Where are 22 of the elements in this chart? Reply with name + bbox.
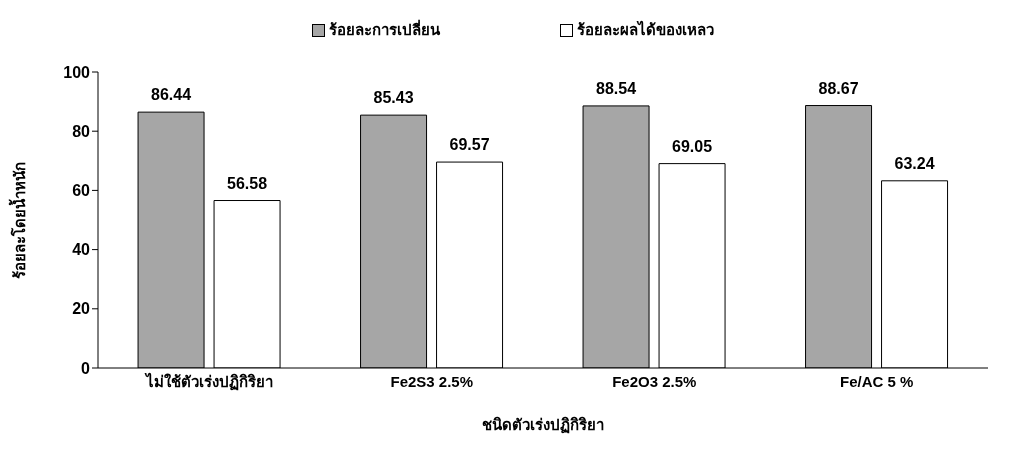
y-tick-label: 0 xyxy=(81,359,91,377)
x-tick-label: Fe2S3 2.5% xyxy=(390,372,474,390)
data-label: 85.43 xyxy=(373,89,414,107)
x-axis-title: ชนิดตัวเร่งปฏิกิริยา xyxy=(482,416,604,434)
x-tick-label: Fe/AC 5 % xyxy=(840,372,914,390)
data-label: 86.44 xyxy=(151,86,192,104)
y-tick-label: 40 xyxy=(72,241,91,259)
y-tick-label: 20 xyxy=(72,300,91,318)
data-label: 88.67 xyxy=(818,79,859,97)
y-axis-title: ร้อยละโดยน้ำหนัก xyxy=(8,161,29,279)
x-tick-label: Fe2O3 2.5% xyxy=(612,372,697,390)
legend-label: ร้อยละผลได้ของเหลว xyxy=(577,19,714,40)
data-label: 63.24 xyxy=(894,154,935,172)
data-label: 56.58 xyxy=(227,174,268,192)
data-label: 88.54 xyxy=(596,79,637,97)
data-label: 69.57 xyxy=(449,136,490,154)
data-label: 69.05 xyxy=(672,137,713,155)
x-tick-label: ไม่ใช้ตัวเร่งปฏิกิริยา xyxy=(143,371,273,391)
legend-label: ร้อยละการเปลี่ยน xyxy=(329,18,440,40)
y-tick-label: 80 xyxy=(72,122,91,140)
y-tick-label: 100 xyxy=(63,63,91,81)
y-tick-label: 60 xyxy=(72,182,91,200)
